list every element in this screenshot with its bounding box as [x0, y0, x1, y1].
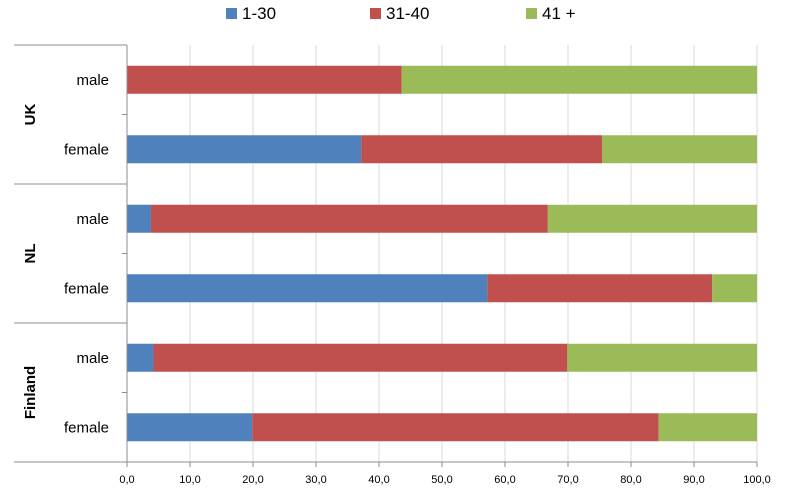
gridlines	[126, 45, 758, 467]
bar-uk-female-series-3	[602, 135, 757, 164]
group-label-uk: UK	[22, 104, 39, 126]
bar-nl-male-series-1	[127, 204, 151, 233]
category-label-2: male	[76, 211, 109, 228]
bar-finland-female-series-3	[658, 413, 757, 442]
legend-label-3: 41 +	[542, 4, 576, 23]
bar-finland-male-series-1	[127, 343, 154, 372]
x-tick-label-4: 40,0	[368, 474, 389, 486]
category-label-4: male	[76, 350, 109, 367]
x-tick-label-2: 20,0	[242, 474, 263, 486]
bar-uk-female-series-1	[127, 135, 362, 164]
x-tick-label-6: 60,0	[494, 474, 515, 486]
bar-nl-male-series-2	[150, 204, 548, 233]
bars	[127, 65, 757, 442]
x-tick-label-10: 100,0	[743, 474, 771, 486]
x-tick-label-0: 0,0	[119, 474, 134, 486]
bar-finland-female-series-1	[127, 413, 253, 442]
bar-nl-female-series-2	[487, 274, 713, 303]
x-tick-label-1: 10,0	[179, 474, 200, 486]
bar-finland-female-series-2	[252, 413, 659, 442]
category-label-3: female	[64, 280, 109, 297]
axes	[14, 44, 757, 463]
bar-nl-female-series-1	[127, 274, 488, 303]
legend-swatch-1	[226, 8, 237, 19]
bar-nl-female-series-3	[712, 274, 757, 303]
legend-label-2: 31-40	[386, 4, 429, 23]
x-tick-label-7: 70,0	[557, 474, 578, 486]
legend-swatch-3	[526, 8, 537, 19]
x-tick-labels: 0,0 10,0 20,0 30,0 40,0 50,0 60,0 70,0 80,0 90,0 1…	[119, 474, 770, 486]
category-label-0: male	[76, 72, 109, 89]
bar-uk-female-series-2	[361, 135, 603, 164]
legend: 1-30 31-40 41 +	[226, 4, 576, 23]
x-tick-label-9: 90,0	[683, 474, 704, 486]
bar-uk-male-series-3	[401, 65, 757, 94]
category-label-1: female	[64, 141, 109, 158]
legend-swatch-2	[370, 8, 381, 19]
bar-uk-male-series-2	[127, 65, 402, 94]
bar-nl-male-series-3	[547, 204, 757, 233]
group-label-nl: NL	[22, 244, 39, 264]
bar-finland-male-series-3	[567, 343, 757, 372]
x-tick-label-8: 80,0	[620, 474, 641, 486]
x-tick-label-3: 30,0	[305, 474, 326, 486]
legend-label-1: 1-30	[242, 4, 276, 23]
x-tick-label-5: 50,0	[431, 474, 452, 486]
category-label-5: female	[64, 419, 109, 436]
group-label-finland: Finland	[22, 366, 39, 419]
category-labels: male female male female male female UK NL Finlan…	[22, 72, 109, 437]
bar-finland-male-series-2	[153, 343, 568, 372]
